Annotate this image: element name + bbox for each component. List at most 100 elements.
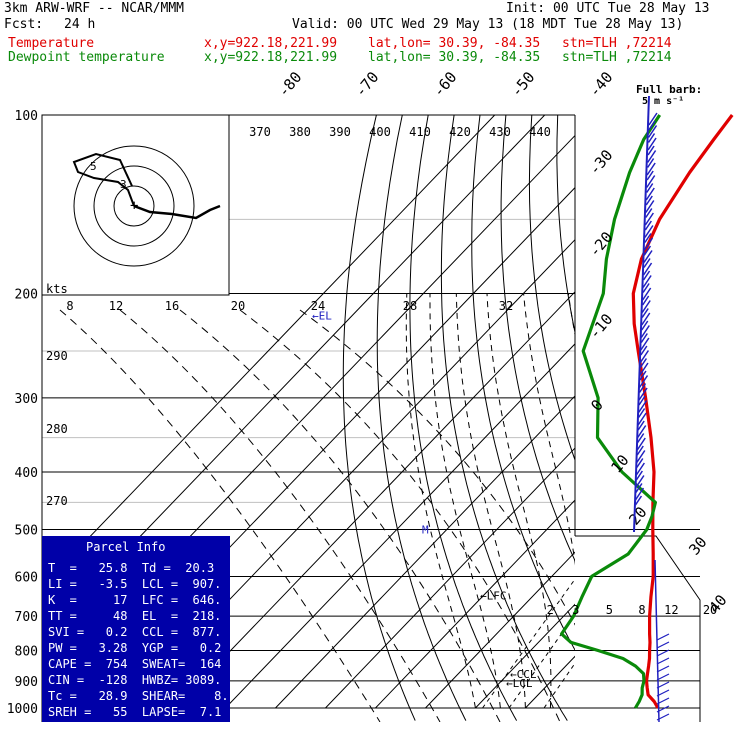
isotherm-label--50: -50 bbox=[507, 68, 538, 100]
speed-label-12: 12 bbox=[109, 299, 123, 313]
barb-flag-2 bbox=[644, 220, 652, 231]
isotherm-30 bbox=[675, 115, 740, 708]
barb-flag-2 bbox=[646, 183, 654, 193]
mixing-ratio-label-5: 5 bbox=[606, 603, 613, 617]
temperature-latlon: lat,lon= 30.39, -84.35 bbox=[368, 36, 541, 51]
parcel-row-cape: CAPE = 754 SWEAT= 164 bbox=[48, 657, 222, 671]
isotherm--30 bbox=[375, 499, 575, 709]
pressure-tick-1000: 1000 bbox=[7, 702, 38, 717]
barb-flag bbox=[648, 112, 658, 126]
pressure-tick-300: 300 bbox=[15, 392, 38, 407]
pressure-tick-800: 800 bbox=[15, 645, 38, 660]
barb-flag-2 bbox=[644, 233, 652, 243]
isotach-4 bbox=[299, 309, 575, 626]
moist-adiabat-30 bbox=[675, 294, 740, 709]
annotation-el: ←EL bbox=[312, 310, 332, 323]
temperature-station: stn=TLH ,72214 bbox=[562, 36, 672, 51]
barb-flag-2 bbox=[642, 283, 650, 293]
barb-flag bbox=[635, 462, 645, 476]
theta-label-370: 370 bbox=[249, 125, 271, 139]
barb-flag-2 bbox=[637, 408, 646, 418]
hodo-ring-2 bbox=[73, 145, 195, 267]
theta-label-380: 380 bbox=[289, 125, 311, 139]
barb-flag-2 bbox=[637, 420, 645, 431]
hodo-label-3: 3 bbox=[120, 178, 127, 191]
parcel-row-pw: PW = 3.28 YGP = 0.2 bbox=[48, 641, 222, 655]
parcel-row-li: LI = -3.5 LCL = 907. bbox=[48, 577, 222, 591]
barb-low bbox=[656, 665, 670, 673]
pressure-tick-700: 700 bbox=[15, 610, 38, 625]
isotherm--40 bbox=[325, 447, 575, 709]
speed-unit: kts bbox=[46, 282, 68, 296]
barb-low bbox=[656, 697, 670, 705]
barb-title: Full barb: bbox=[636, 83, 702, 96]
barb-low bbox=[656, 633, 670, 641]
sounding-traces bbox=[559, 114, 734, 709]
barb-flag bbox=[645, 187, 655, 201]
isotach-1 bbox=[119, 309, 441, 722]
barb-low bbox=[656, 641, 670, 649]
barb-flag-2 bbox=[646, 158, 655, 168]
barb-flag bbox=[642, 262, 653, 276]
barb-low bbox=[656, 657, 670, 665]
barb-flag bbox=[647, 125, 658, 138]
mixing-ratio-label-2: 2 bbox=[547, 603, 554, 617]
isotherm-label--60: -60 bbox=[429, 68, 460, 100]
isotherm-40 bbox=[725, 115, 740, 708]
barb-staff-upper bbox=[633, 95, 650, 533]
parcel-row-t: T = 25.8 Td = 20.3 bbox=[48, 561, 215, 575]
barb-flag-2 bbox=[647, 145, 655, 156]
barb-low bbox=[656, 681, 670, 689]
moist-adiabat--10 bbox=[405, 293, 476, 709]
hodo-ring-0 bbox=[113, 185, 155, 227]
temperature-legend: Temperature bbox=[8, 36, 95, 51]
moist-adiabat-0 bbox=[455, 293, 526, 709]
dry-adiabat-360 bbox=[661, 115, 740, 721]
isotherm-label--10: -10 bbox=[585, 310, 616, 342]
forecast-label: Fcst: bbox=[4, 17, 44, 32]
dry-adiabat-270 bbox=[409, 115, 518, 721]
barb-flag-2 bbox=[636, 458, 644, 468]
dry-adiabat-330 bbox=[584, 115, 740, 721]
dry-adiabat-260 bbox=[376, 115, 467, 721]
hodograph-trace-1 bbox=[133, 204, 221, 220]
wind-barbs: Full barb:5 m s⁻¹ bbox=[633, 83, 702, 723]
barb-flag-2 bbox=[636, 445, 644, 456]
parcel-row-k: K = 17 LFC = 646. bbox=[48, 593, 222, 607]
barb-flag bbox=[646, 150, 657, 163]
barb-flag-2 bbox=[637, 433, 645, 443]
mixing-ratio-2 bbox=[482, 578, 575, 709]
parcel-row-sreh: SREH = 55 LAPSE= 7.1 bbox=[48, 705, 222, 719]
barb-flag-2 bbox=[638, 395, 646, 406]
barb-low bbox=[656, 649, 670, 657]
barb-flag bbox=[637, 425, 647, 438]
parcel-info-title: Parcel Info bbox=[86, 540, 166, 554]
speed-label-24: 24 bbox=[311, 299, 325, 313]
barb-staff-lower bbox=[654, 559, 660, 723]
temperature-line bbox=[631, 114, 734, 709]
isotherm--60 bbox=[225, 343, 575, 709]
isotherm-label--70: -70 bbox=[351, 68, 382, 100]
barb-flag bbox=[641, 312, 651, 326]
dry-adiabat-290 bbox=[471, 115, 575, 651]
barb-flag-2 bbox=[645, 195, 653, 206]
pressure-tick-900: 900 bbox=[15, 675, 38, 690]
barb-flag bbox=[641, 300, 651, 313]
mixing-ratio-3 bbox=[508, 613, 575, 709]
speed-label-20: 20 bbox=[231, 299, 245, 313]
theta-label-440: 440 bbox=[529, 125, 551, 139]
pressure-tick-500: 500 bbox=[15, 523, 38, 538]
barb-flag bbox=[636, 450, 646, 463]
isotherm--70 bbox=[175, 291, 575, 709]
dry-adiabat-370 bbox=[687, 115, 740, 721]
annotation-lcl: ←LCL bbox=[506, 677, 533, 690]
parcel-row-cin: CIN = -128 HWBZ= 3089. bbox=[48, 673, 222, 687]
barb-flag-2 bbox=[639, 370, 647, 381]
dewpoint-station: stn=TLH ,72214 bbox=[562, 50, 672, 65]
parcel-box-bg bbox=[42, 536, 230, 722]
parcel-row-tt: TT = 48 EL = 218. bbox=[48, 609, 222, 623]
barb-flag bbox=[638, 387, 648, 401]
barb-low bbox=[656, 689, 670, 697]
